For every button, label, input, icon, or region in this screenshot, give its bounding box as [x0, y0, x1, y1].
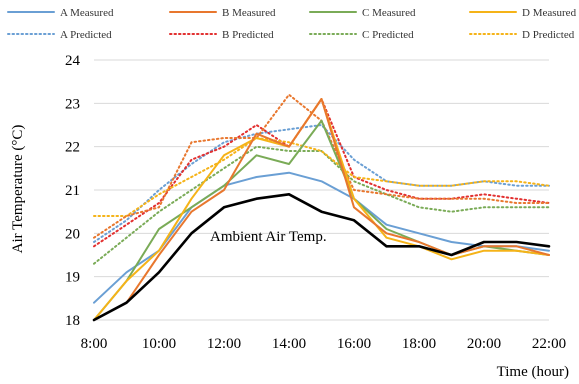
- legend: A Measured B Measured C Measured D Measured…: [7, 7, 577, 41]
- x-tick-label: 10:00: [142, 336, 176, 352]
- x-tick-label: 8:00: [81, 336, 108, 352]
- y-tick-label: 21: [65, 183, 80, 199]
- x-tick-label: 14:00: [272, 336, 306, 352]
- series-line: [93, 93, 550, 239]
- series-line: [93, 137, 550, 217]
- ambient-annotation: Ambient Air Temp.: [210, 229, 327, 245]
- y-tick-label: 23: [65, 96, 80, 112]
- x-tick-label: 16:00: [337, 336, 371, 352]
- x-axis-label: Time (hour): [497, 364, 569, 380]
- y-tick-label: 18: [65, 313, 80, 329]
- legend-entry: C Predicted: [362, 29, 414, 41]
- legend-entry: C Measured: [362, 7, 416, 19]
- legend-entry: D Predicted: [522, 29, 575, 41]
- legend-entry: A Predicted: [60, 29, 112, 41]
- series-line: [93, 98, 550, 321]
- y-tick-label: 24: [65, 53, 81, 69]
- x-tick-label: 20:00: [467, 336, 501, 352]
- y-tick-label: 20: [65, 226, 80, 242]
- legend-entry: B Measured: [222, 7, 276, 19]
- legend-entry: A Measured: [60, 7, 114, 19]
- legend-entry: D Measured: [522, 7, 577, 19]
- y-axis-label: Air Temperature (°C): [10, 125, 26, 254]
- y-tick-labels: 18 19 20 21 22 23 24: [65, 53, 81, 329]
- x-tick-label: 18:00: [402, 336, 436, 352]
- y-tick-label: 22: [65, 140, 80, 156]
- x-tick-label: 12:00: [207, 336, 241, 352]
- x-tick-label: 22:00: [532, 336, 566, 352]
- series-lines: [92, 93, 551, 322]
- series-line: [93, 171, 550, 304]
- x-tick-labels: 8:00 10:00 12:00 14:00 16:00 18:00 20:00 22:00: [81, 336, 566, 352]
- series-line: [92, 193, 551, 322]
- y-tick-label: 19: [65, 270, 80, 286]
- series-line: [93, 145, 550, 265]
- series-line: [93, 124, 550, 243]
- legend-entry: B Predicted: [222, 29, 274, 41]
